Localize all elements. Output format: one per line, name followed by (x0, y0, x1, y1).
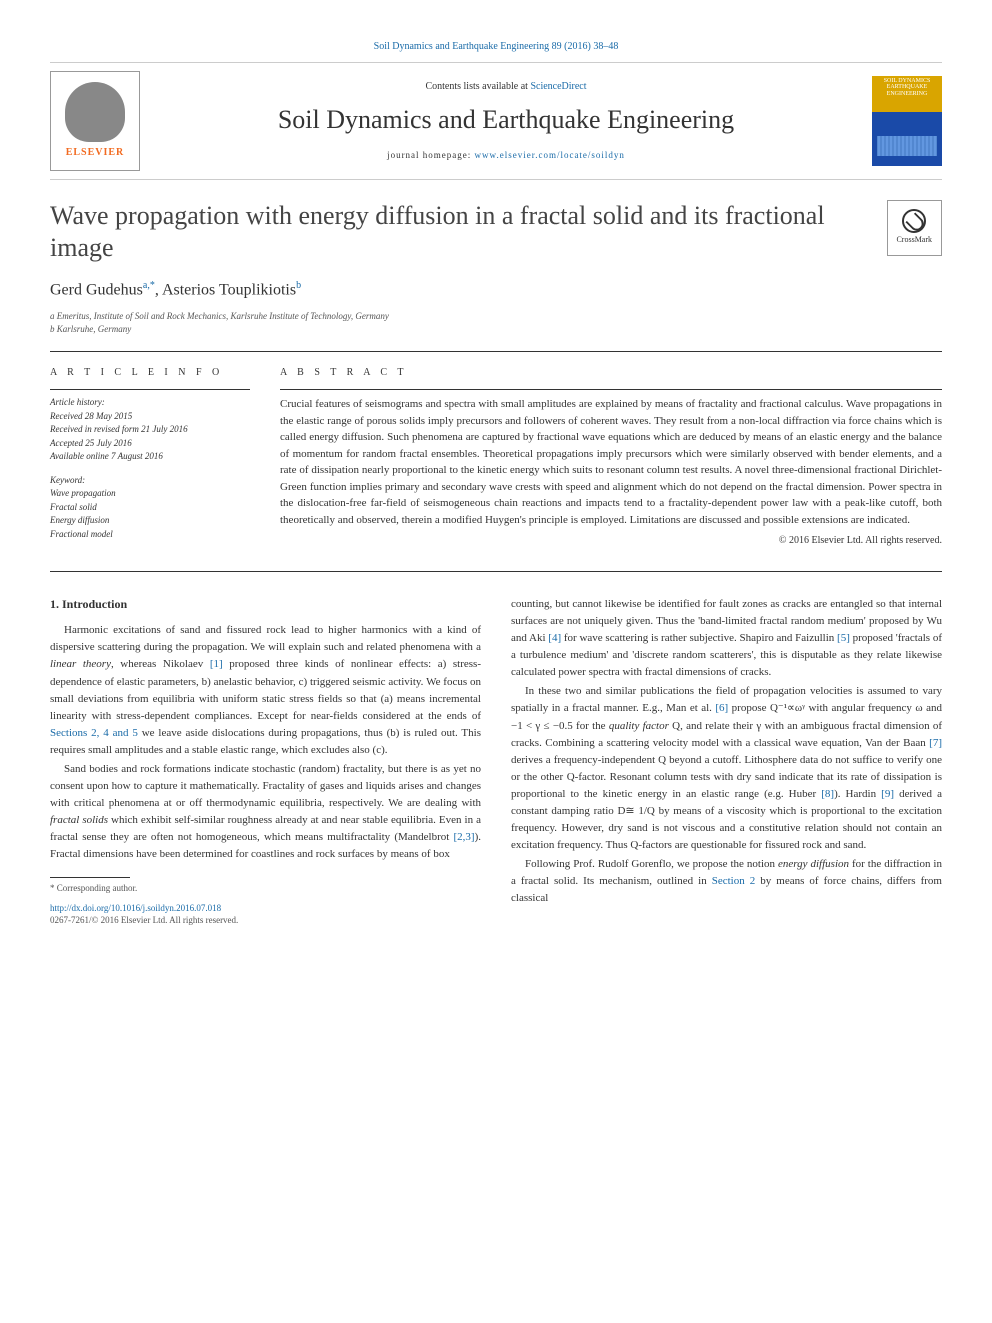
paragraph-1: Harmonic excitations of sand and fissure… (50, 622, 481, 758)
paragraph-4: In these two and similar publications th… (511, 683, 942, 853)
footnote-divider (50, 877, 130, 878)
abstract-text: Crucial features of seismograms and spec… (280, 396, 942, 528)
ref-4[interactable]: [4] (548, 632, 561, 644)
contents-line: Contents lists available at ScienceDirec… (140, 80, 872, 94)
crossmark-badge[interactable]: CrossMark (887, 200, 942, 256)
emphasis: quality factor (609, 720, 669, 732)
affiliation-b: b Karlsruhe, Germany (50, 323, 942, 335)
page-root: Soil Dynamics and Earthquake Engineering… (0, 0, 992, 966)
keyword-2: Fractal solid (50, 501, 250, 515)
ref-1[interactable]: [1] (210, 658, 223, 670)
paragraph-5: Following Prof. Rudolf Gorenflo, we prop… (511, 856, 942, 907)
elsevier-tree-icon (65, 82, 125, 142)
abstract-column: A B S T R A C T Crucial features of seis… (280, 366, 942, 552)
article-history: Article history: Received 28 May 2015 Re… (50, 396, 250, 464)
section-2-link[interactable]: Section 2 (712, 875, 756, 887)
keywords-block: Keyword: Wave propagation Fractal solid … (50, 474, 250, 542)
title-row: Wave propagation with energy diffusion i… (50, 200, 942, 279)
divider (50, 571, 942, 572)
cover-waveform-icon (877, 136, 937, 156)
ref-6[interactable]: [6] (715, 702, 728, 714)
divider (280, 389, 942, 390)
journal-cover-thumbnail[interactable]: SOIL DYNAMICS EARTHQUAKE ENGINEERING (872, 76, 942, 166)
keywords-label: Keyword: (50, 474, 250, 488)
section-link[interactable]: Sections 2, 4 and 5 (50, 727, 138, 739)
meta-section: A R T I C L E I N F O Article history: R… (50, 366, 942, 552)
divider (50, 389, 250, 390)
affiliations: a Emeritus, Institute of Soil and Rock M… (50, 310, 942, 334)
author-1[interactable]: Gerd Gudehus (50, 281, 143, 298)
author-1-affil[interactable]: a,* (143, 280, 155, 291)
right-column: counting, but cannot likewise be identif… (511, 596, 942, 926)
crossmark-icon (902, 209, 926, 233)
article-title: Wave propagation with energy diffusion i… (50, 200, 887, 265)
history-online: Available online 7 August 2016 (50, 450, 250, 464)
homepage-prefix: journal homepage: (387, 150, 474, 160)
journal-title: Soil Dynamics and Earthquake Engineering (140, 102, 872, 137)
masthead-center: Contents lists available at ScienceDirec… (140, 80, 872, 161)
issn-line: 0267-7261/© 2016 Elsevier Ltd. All right… (50, 914, 481, 926)
history-received: Received 28 May 2015 (50, 410, 250, 424)
ref-9[interactable]: [9] (881, 788, 894, 800)
journal-masthead: ELSEVIER Contents lists available at Sci… (50, 62, 942, 180)
emphasis: linear theory (50, 658, 111, 670)
emphasis: fractal solids (50, 814, 108, 826)
article-info-heading: A R T I C L E I N F O (50, 366, 250, 380)
homepage-link[interactable]: www.elsevier.com/locate/soildyn (475, 150, 625, 160)
elsevier-name: ELSEVIER (66, 146, 125, 160)
emphasis: energy diffusion (778, 858, 849, 870)
ref-7[interactable]: [7] (929, 737, 942, 749)
article-info-column: A R T I C L E I N F O Article history: R… (50, 366, 250, 552)
authors-line: Gerd Gudehusa,*, Asterios Touplikiotisb (50, 279, 942, 301)
history-revised: Received in revised form 21 July 2016 (50, 423, 250, 437)
affiliation-a: a Emeritus, Institute of Soil and Rock M… (50, 310, 942, 322)
ref-5[interactable]: [5] (837, 632, 850, 644)
keyword-4: Fractional model (50, 528, 250, 542)
keyword-1: Wave propagation (50, 487, 250, 501)
paragraph-2: Sand bodies and rock formations indicate… (50, 761, 481, 863)
sciencedirect-link[interactable]: ScienceDirect (530, 81, 586, 92)
corresponding-footnote: * Corresponding author. (50, 882, 481, 894)
elsevier-logo[interactable]: ELSEVIER (50, 71, 140, 171)
copyright-line: © 2016 Elsevier Ltd. All rights reserved… (280, 534, 942, 548)
divider (50, 351, 942, 352)
cover-title: SOIL DYNAMICS EARTHQUAKE ENGINEERING (872, 76, 942, 100)
history-accepted: Accepted 25 July 2016 (50, 437, 250, 451)
contents-prefix: Contents lists available at (425, 81, 530, 92)
crossmark-label: CrossMark (896, 235, 932, 246)
body-columns: 1. Introduction Harmonic excitations of … (50, 596, 942, 926)
left-column: 1. Introduction Harmonic excitations of … (50, 596, 481, 926)
section-1-heading: 1. Introduction (50, 596, 481, 612)
ref-2-3[interactable]: [2,3] (454, 831, 475, 843)
author-2[interactable]: , Asterios Touplikiotis (155, 281, 296, 298)
doi-link[interactable]: http://dx.doi.org/10.1016/j.soildyn.2016… (50, 902, 481, 914)
history-label: Article history: (50, 396, 250, 410)
homepage-line: journal homepage: www.elsevier.com/locat… (140, 149, 872, 161)
keyword-3: Energy diffusion (50, 514, 250, 528)
paragraph-3: counting, but cannot likewise be identif… (511, 596, 942, 681)
running-header[interactable]: Soil Dynamics and Earthquake Engineering… (50, 40, 942, 54)
ref-8[interactable]: [8] (821, 788, 834, 800)
author-2-affil[interactable]: b (296, 280, 301, 291)
abstract-heading: A B S T R A C T (280, 366, 942, 380)
